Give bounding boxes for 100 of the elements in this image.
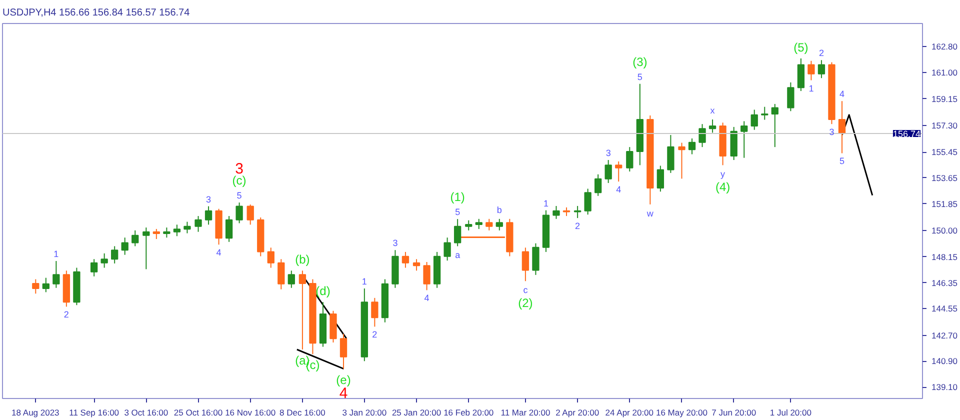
- candlestick: [626, 146, 634, 172]
- annotation: 1: [543, 198, 548, 208]
- x-tick-label: 3 Jan 20:00: [342, 408, 387, 418]
- candlestick: [423, 262, 430, 291]
- x-tick-label: 16 Nov 16:00: [225, 408, 276, 418]
- candlestick: [454, 218, 462, 247]
- candlestick: [465, 220, 472, 231]
- candlestick: [340, 333, 348, 370]
- candlestick: [838, 100, 846, 154]
- x-tick-label: 11 Sep 16:00: [69, 408, 120, 418]
- x-tick-label: 16 May 20:00: [656, 408, 708, 418]
- candlestick: [678, 142, 686, 180]
- y-tick-label: 146.35: [932, 278, 958, 288]
- candlestick: [194, 216, 202, 232]
- annotation: y: [720, 169, 726, 180]
- candlestick: [412, 258, 420, 272]
- candlestick: [132, 230, 139, 247]
- annotation: 4: [616, 184, 622, 195]
- candlestick: [173, 224, 181, 237]
- candlestick: [111, 246, 118, 264]
- candlestick: [204, 206, 212, 226]
- candlestick: [444, 237, 451, 262]
- candlestick: [32, 278, 40, 294]
- candlestick: [184, 221, 191, 234]
- candlestick: [152, 228, 160, 240]
- candlestick: [163, 227, 170, 238]
- x-tick-label: 24 Apr 20:00: [605, 408, 654, 418]
- candlestick: [797, 58, 805, 92]
- candlestick: [267, 247, 274, 268]
- chart-title: USDJPY,H4 156.66 156.84 156.57 156.74: [2, 8, 190, 18]
- annotation: a: [455, 250, 460, 260]
- candlestick: [808, 60, 815, 81]
- candlestick: [142, 227, 150, 270]
- annotation: (c): [232, 174, 246, 188]
- annotation: b: [496, 204, 502, 215]
- candlestick: [761, 106, 768, 120]
- x-tick-label: 8 Dec 16:00: [280, 408, 326, 418]
- y-tick-label: 155.45: [932, 147, 958, 158]
- candlestick: [818, 60, 826, 79]
- annotation: 5: [455, 207, 460, 218]
- x-tick-label: 2 Apr 20:00: [556, 408, 600, 418]
- annotation: (5): [794, 40, 808, 54]
- candlestick: [750, 109, 758, 130]
- candlestick: [615, 160, 622, 182]
- candlestick: [52, 260, 60, 288]
- y-tick-label: 140.90: [932, 356, 958, 366]
- annotation: (1): [450, 190, 465, 204]
- candlestick: [236, 202, 243, 224]
- annotation: (b): [295, 252, 310, 267]
- candlestick: [298, 270, 306, 350]
- annotation: 3: [206, 194, 212, 204]
- y-tick-label: 148.15: [932, 252, 958, 262]
- candlestick: [708, 118, 716, 134]
- candlestick: [486, 218, 493, 231]
- candlestick: [475, 218, 482, 230]
- candlestick: [90, 258, 98, 277]
- annotation: 2: [372, 330, 378, 340]
- y-tick-label: 159.15: [932, 94, 958, 104]
- annotation: 5: [637, 72, 642, 82]
- candlestick: [787, 82, 794, 112]
- annotation: 1: [54, 249, 59, 259]
- annotation: 5: [236, 190, 242, 201]
- candlestick: [371, 297, 378, 328]
- annotation: 2: [818, 48, 824, 58]
- y-tick-label: 161.00: [932, 67, 958, 78]
- candlestick: [496, 218, 503, 231]
- annotation: 3: [392, 238, 398, 248]
- annotation: 2: [575, 221, 580, 232]
- x-tick-label: 11 Mar 20:00: [500, 408, 550, 418]
- x-tick-label: 1 Jul 20:00: [770, 408, 812, 418]
- candlestick: [121, 237, 128, 256]
- annotation: c: [523, 285, 528, 296]
- annotation: x: [710, 105, 716, 116]
- candlestick: [552, 205, 560, 220]
- y-tick-label: 139.10: [932, 382, 958, 392]
- annotation: (3): [632, 54, 648, 69]
- annotation: 3: [829, 127, 834, 138]
- candlestick: [740, 120, 748, 158]
- annotation: 4: [339, 384, 348, 402]
- candlestick: [667, 134, 674, 174]
- y-tick-label: 144.55: [932, 304, 958, 314]
- candlestick: [594, 174, 602, 196]
- x-tick-label: 3 Oct 16:00: [124, 408, 168, 418]
- candlestick: [771, 103, 778, 148]
- x-tick-label: 18 Aug 2023: [12, 408, 60, 418]
- candlestick: [532, 242, 540, 276]
- candlestick: [100, 252, 108, 268]
- candlestick: [604, 159, 612, 184]
- annotation: 4: [839, 89, 844, 100]
- candlestick: [246, 204, 254, 226]
- y-tick-label: 150.00: [932, 225, 958, 236]
- candlestick: [288, 270, 295, 288]
- candlestick: [688, 138, 696, 155]
- annotation: 1: [808, 83, 814, 94]
- annotation: 4: [216, 248, 222, 258]
- candlestick: [522, 247, 530, 282]
- annotation: 4: [424, 293, 430, 304]
- candlestick: [402, 251, 410, 268]
- y-tick-label: 162.80: [932, 41, 958, 52]
- annotation: 1: [362, 276, 367, 286]
